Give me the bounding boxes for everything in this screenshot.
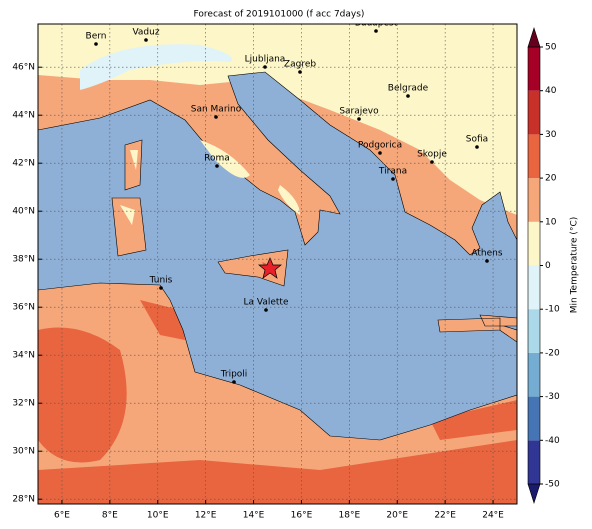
map-frame: [37, 23, 518, 505]
city-label: Budapest: [355, 19, 398, 29]
y-tick-label: 36°N: [12, 303, 35, 313]
colorbar-tick-label: 20: [545, 174, 557, 184]
colorbar-band: [528, 440, 540, 484]
city-dot: [263, 65, 267, 69]
x-tick-label: 14°E: [243, 511, 265, 521]
island: [111, 139, 517, 333]
city-dot: [94, 42, 98, 46]
city-label: Zagreb: [284, 60, 316, 70]
city-dot: [374, 29, 378, 33]
x-tick-label: 12°E: [195, 511, 217, 521]
colorbar-band: [528, 396, 540, 441]
x-tick-label: 24°E: [482, 511, 504, 521]
colorbar-extend: [527, 27, 541, 48]
x-tick-label: 18°E: [339, 511, 361, 521]
colorbar-tick-label: 40: [545, 86, 557, 96]
city-dot: [406, 94, 410, 98]
colorbar-tick-label: 10: [545, 217, 557, 227]
city-label: La Valette: [244, 298, 289, 308]
colorbar-band: [528, 47, 540, 91]
city-label: Sofia: [466, 135, 488, 145]
city-label: Podgorica: [358, 141, 402, 151]
x-tick-label: 8°E: [102, 511, 118, 521]
land-warm: [38, 300, 517, 504]
city-dot: [298, 70, 302, 74]
y-tick-label: 40°N: [12, 207, 35, 217]
x-tick-label: 16°E: [291, 511, 313, 521]
colorbar-band: [528, 221, 540, 266]
colorbar-band: [528, 178, 540, 222]
colorbar: -50 -40 -30 -20 -10 0 10 20 30 40 50: [527, 27, 560, 504]
colorbar-tick-label: -40: [545, 436, 560, 446]
city-dot: [264, 308, 268, 312]
y-tick-label: 44°N: [12, 111, 35, 121]
colorbar-band: [528, 90, 540, 135]
colorbar-tick-label: 0: [545, 261, 551, 271]
title: Forecast of 2019101000 (f acc 7days): [194, 10, 365, 20]
y-tick-label: 32°N: [12, 399, 35, 409]
x-tick-label: 20°E: [386, 511, 408, 521]
city-label: Vaduz: [132, 28, 159, 38]
grid: [38, 24, 517, 504]
city-dot: [144, 38, 148, 42]
colorbar-label: Min Temperature (°C): [570, 217, 580, 314]
y-tick-label: 42°N: [12, 159, 35, 169]
city-dot: [159, 286, 163, 290]
colorbar-tick-label: 30: [545, 130, 557, 140]
star-marker: [258, 257, 282, 279]
land-cool: [38, 24, 517, 215]
colorbar-tick-label: -10: [545, 305, 560, 315]
axes: 6°E 8°E 10°E 12°E 14°E 16°E 18°E 20°E 22°E 24°E 28…: [12, 63, 504, 521]
city-label: San Marino: [191, 105, 242, 115]
city-label: Ljubljana: [245, 55, 286, 65]
city-dot: [485, 259, 489, 263]
city-dot: [430, 160, 434, 164]
city-label: Roma: [204, 154, 230, 164]
city-label: Athens: [471, 249, 502, 259]
city-label: Belgrade: [388, 84, 429, 94]
city-dot: [232, 380, 236, 384]
city-dot: [391, 177, 395, 181]
city-label: Tirana: [378, 167, 407, 177]
y-tick-label: 46°N: [12, 63, 35, 73]
city-label: Skopje: [417, 150, 447, 160]
city-dot: [378, 151, 382, 155]
city-label: Tripoli: [220, 370, 248, 380]
colorbar-tick-label: -30: [545, 392, 560, 402]
land-cold: [80, 44, 232, 90]
x-tick-label: 10°E: [147, 511, 169, 521]
x-tick-label: 22°E: [434, 511, 456, 521]
colorbar-tick-label: -50: [545, 480, 560, 490]
y-tick-label: 34°N: [12, 351, 35, 361]
city-label: Tunis: [149, 276, 173, 286]
colorbar-band: [528, 134, 540, 179]
city-label: Bern: [86, 32, 107, 42]
city-dot: [357, 117, 361, 121]
colorbar-tick-label: 50: [545, 43, 557, 53]
city-label: Sarajevo: [339, 107, 379, 117]
x-tick-label: 6°E: [54, 511, 70, 521]
y-tick-label: 30°N: [12, 447, 35, 457]
colorbar-tick-label: -20: [545, 348, 560, 358]
city-dot: [214, 115, 218, 119]
colorbar-band: [528, 352, 540, 397]
colorbar-band: [528, 309, 540, 353]
city-dot: [215, 164, 219, 168]
colorbar-band: [528, 265, 540, 310]
y-tick-label: 28°N: [12, 495, 35, 505]
colorbar-extend: [527, 483, 541, 504]
y-tick-label: 38°N: [12, 255, 35, 265]
city-dot: [475, 145, 479, 149]
